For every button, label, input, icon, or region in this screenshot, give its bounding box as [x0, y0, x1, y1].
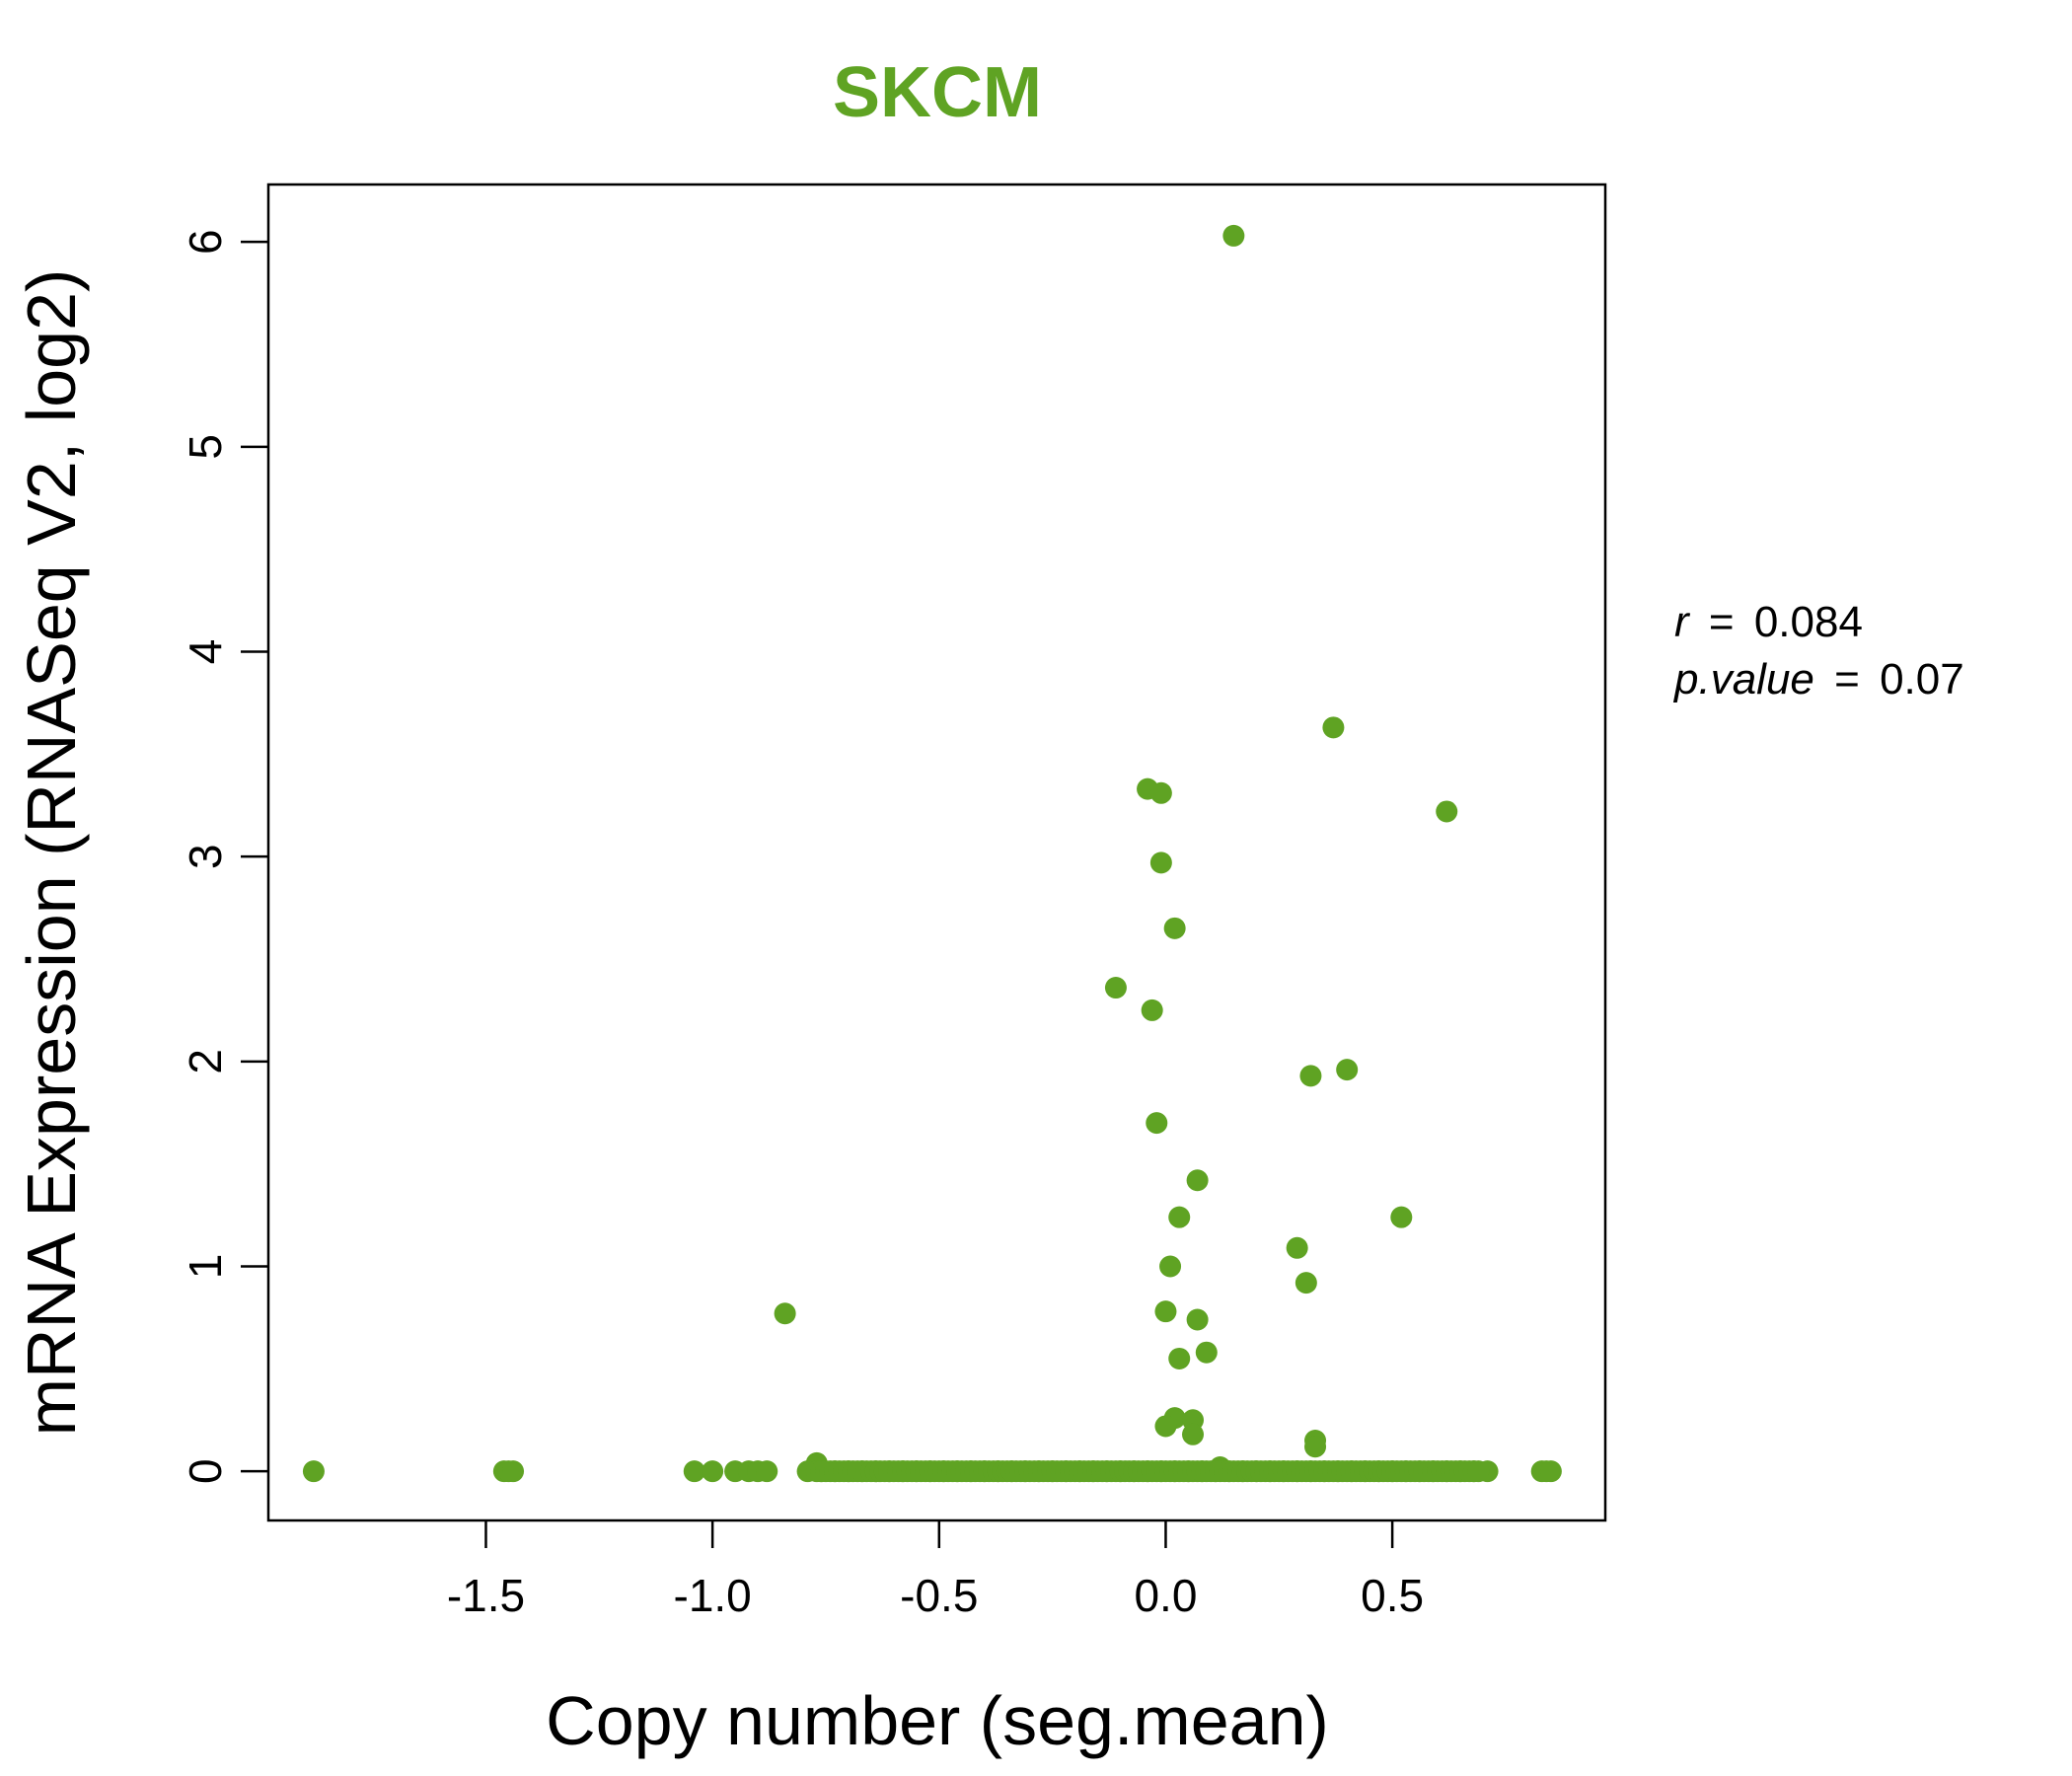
p-value: 0.07: [1880, 655, 1964, 703]
data-point: [1154, 1300, 1177, 1323]
data-point: [1222, 224, 1245, 247]
data-point: [756, 1460, 778, 1483]
data-point: [1149, 851, 1172, 874]
data-point: [1146, 1112, 1168, 1135]
data-point: [1436, 800, 1458, 823]
data-point: [1141, 999, 1163, 1021]
data-point: [1299, 1065, 1322, 1087]
data-point: [1186, 1308, 1209, 1331]
data-point: [1154, 1415, 1177, 1438]
data-point: [1149, 781, 1172, 804]
x-axis-label: Copy number (seg.mean): [546, 1682, 1329, 1759]
data-point: [1322, 716, 1345, 739]
data-point: [1467, 1460, 1490, 1483]
data-point: [1336, 1059, 1359, 1081]
p-label: p.value: [1672, 655, 1814, 703]
data-point: [774, 1302, 796, 1325]
x-tick-label: -0.5: [900, 1570, 978, 1621]
plot-frame: [266, 183, 1607, 1522]
y-tick-label: 4: [180, 639, 231, 665]
x-tick-label: 0.0: [1134, 1570, 1197, 1621]
y-axis-label: mRNA Expression (RNASeq V2, log2): [13, 269, 90, 1437]
data-point: [683, 1460, 705, 1483]
data-point: [1168, 1347, 1191, 1369]
data-point: [702, 1460, 724, 1483]
data-point: [1159, 1255, 1182, 1278]
data-point: [502, 1460, 525, 1483]
data-point: [1286, 1236, 1308, 1259]
y-axis: 0 1 2 3 4 5 6: [180, 229, 268, 1484]
x-tick-label: -1.0: [674, 1570, 752, 1621]
data-point: [1186, 1169, 1209, 1192]
data-point: [1390, 1206, 1413, 1228]
x-axis: -1.5 -1.0 -0.5 0.0 0.5: [447, 1520, 1424, 1621]
y-tick-label: 1: [180, 1254, 231, 1280]
svg-text:p.value = 0.07: p.value = 0.07: [1672, 655, 1964, 703]
data-point: [1295, 1272, 1317, 1295]
x-tick-label: 0.5: [1361, 1570, 1424, 1621]
y-tick-label: 2: [180, 1049, 231, 1074]
x-tick-label: -1.5: [447, 1570, 525, 1621]
data-point: [1195, 1341, 1218, 1364]
data-point: [1182, 1423, 1205, 1445]
svg-text:r = 0.084: r = 0.084: [1674, 598, 1863, 646]
correlation-stats: r = 0.084 p.value = 0.07: [1672, 598, 1964, 703]
r-label: r: [1674, 598, 1691, 646]
y-tick-label: 5: [180, 434, 231, 460]
y-tick-label: 6: [180, 229, 231, 255]
data-point: [1104, 977, 1127, 999]
y-tick-label: 3: [180, 844, 231, 869]
data-point: [1539, 1460, 1562, 1483]
data-point: [1163, 917, 1186, 939]
chart-title: SKCM: [833, 53, 1042, 132]
y-tick-label: 0: [180, 1458, 231, 1484]
data-point: [302, 1460, 325, 1483]
r-value: 0.084: [1754, 598, 1863, 646]
data-point: [1168, 1206, 1191, 1228]
data-points: [302, 224, 1562, 1483]
data-point: [1304, 1436, 1327, 1458]
